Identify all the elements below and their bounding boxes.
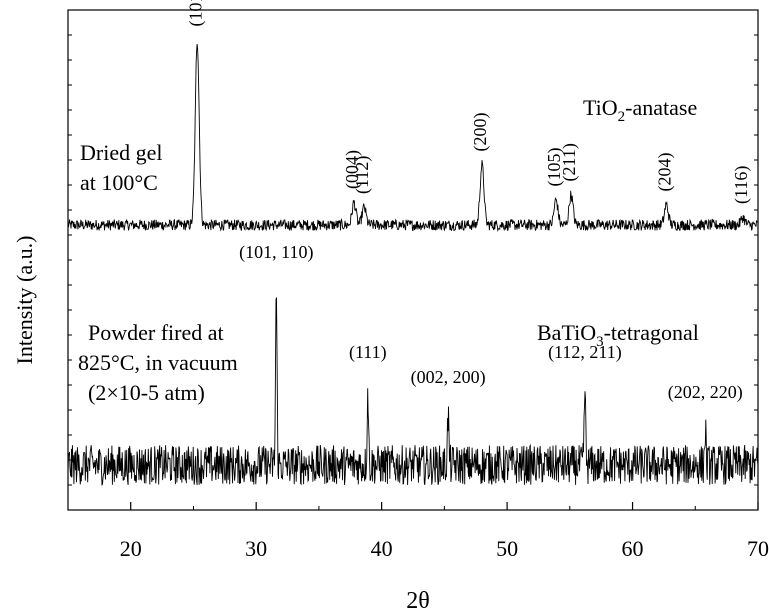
series-1-phase-sub: 2 — [618, 109, 626, 125]
x-axis-label: 2θ — [406, 588, 430, 613]
series-1-sample-label-line-1: Dried gel — [80, 140, 162, 165]
x-tick-label: 40 — [371, 536, 393, 561]
series-2-peak-label: (002, 200) — [411, 367, 486, 388]
series-1-peak-label: (116) — [731, 166, 752, 204]
series-1-peak-label: (211) — [559, 143, 580, 181]
series-1-peak-label: (200) — [470, 113, 491, 152]
series-2-peak-label: (101, 110) — [239, 242, 313, 263]
series-2-peak-label: (111) — [349, 342, 387, 363]
series-2-phase-sub: 3 — [596, 334, 604, 350]
series-2-phase-label: BaTiO3-tetragonal — [537, 320, 699, 350]
x-tick-label: 30 — [245, 536, 267, 561]
x-tick-label: 70 — [747, 536, 769, 561]
series-1-peak-label: (004) — [342, 150, 363, 189]
series-2-line — [67, 296, 759, 486]
series-1-sample-label: Dried gel at 100°C — [80, 140, 162, 195]
series-2-sample-label-line-2: 825°C, in vacuum — [78, 350, 238, 375]
series-2-sample-label-line-3: (2×10-5 atm) — [88, 380, 205, 405]
series-2-sample-label: Powder fired at 825°C, in vacuum (2×10-5… — [78, 320, 238, 405]
series-2-peak-label: (112, 211) — [548, 342, 622, 363]
series-1-line — [67, 43, 758, 232]
series-1-peak-label: (112) — [352, 156, 373, 194]
y-axis-label: Intensity (a.u.) — [12, 236, 37, 365]
series-1-peak-label: (101) — [185, 0, 206, 27]
series-1-peak-label: (204) — [655, 153, 676, 192]
series-2-phase-main: BaTiO — [537, 320, 596, 345]
peak-labels: (101) (004)(112) (200) (105)(211) (204) (116)… — [185, 0, 752, 403]
series-1-phase-main: TiO — [583, 95, 618, 120]
x-tick-label: 60 — [622, 536, 644, 561]
x-tick-label: 20 — [120, 536, 142, 561]
series-1-phase-label: TiO2-anatase — [583, 95, 697, 125]
series-2-phase-rest: -tetragonal — [604, 320, 699, 345]
spectra-layer — [67, 43, 759, 486]
series-2-sample-label-line-1: Powder fired at — [88, 320, 224, 345]
series-1-peak-label: (105) — [544, 148, 565, 187]
series-2-peak-label: (202, 220) — [668, 382, 743, 403]
plot-border — [67, 9, 759, 511]
series-1-phase-rest: -anatase — [625, 95, 697, 120]
series-2-sample-label-line-3-text: (2×10-5 atm) — [88, 380, 205, 405]
plot-frame — [67, 9, 759, 511]
axis-ticks: 20 30 40 50 60 70 — [67, 9, 769, 561]
x-tick-label: 50 — [496, 536, 518, 561]
series-1-sample-label-line-2: at 100°C — [80, 170, 158, 195]
